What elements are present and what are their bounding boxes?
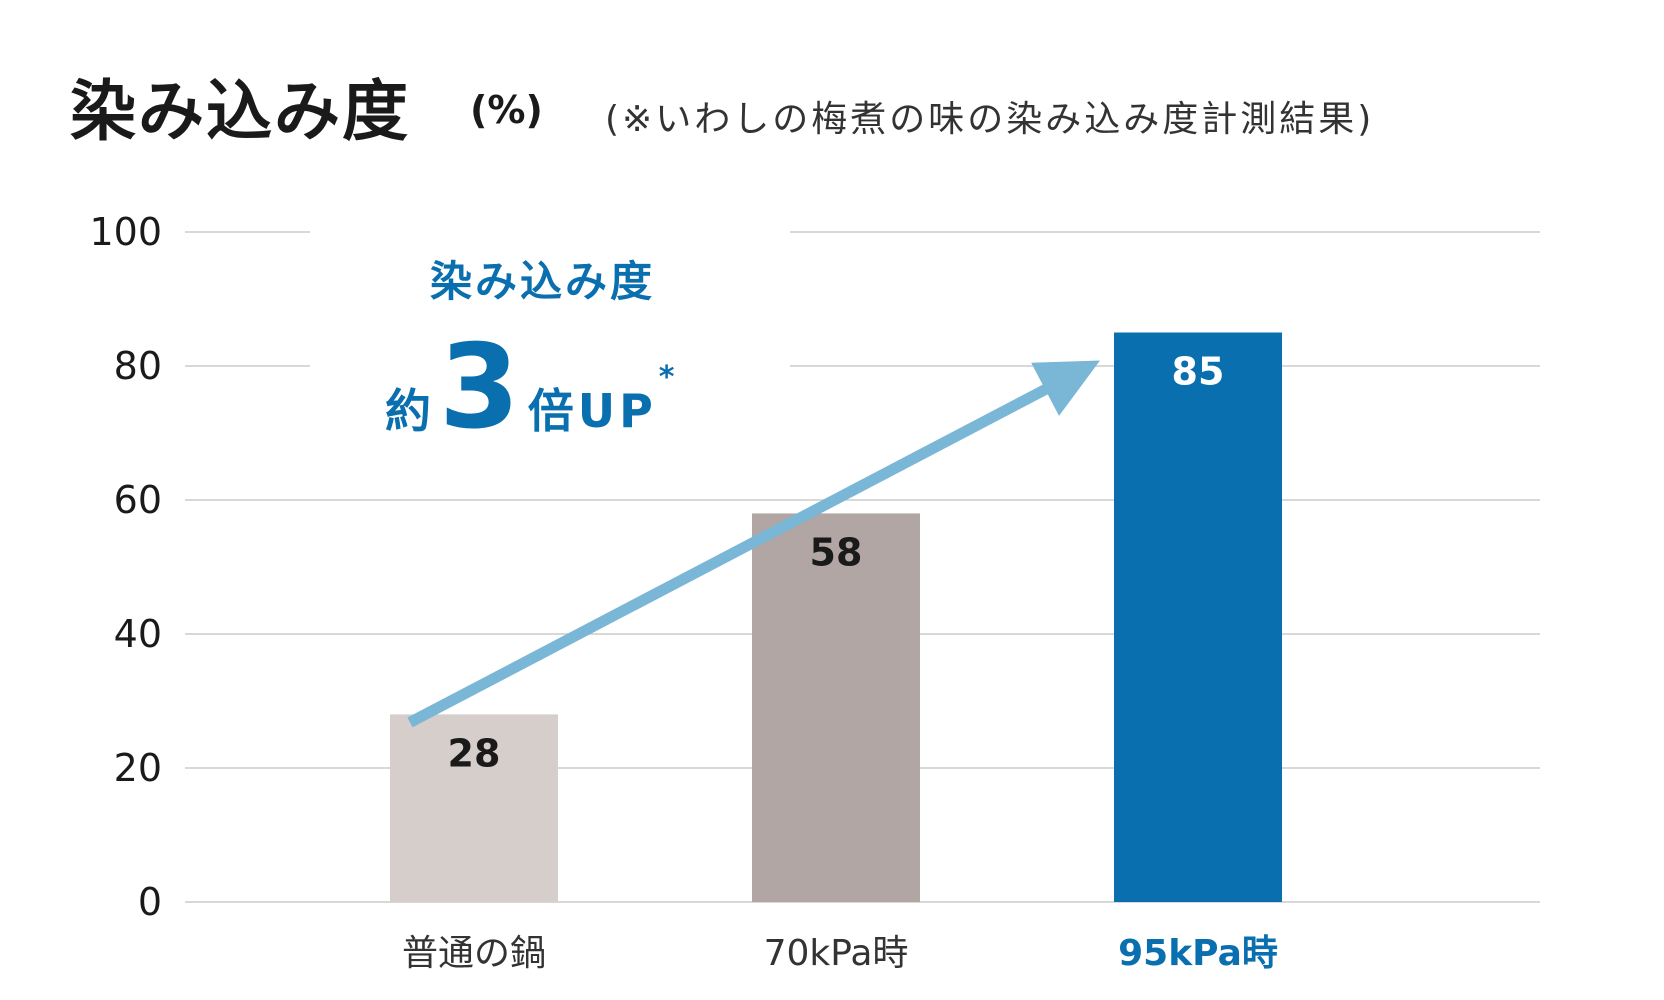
callout-prefix: 約 (385, 384, 431, 438)
callout-heading: 染み込み度 (430, 257, 656, 306)
y-tick-label: 100 (89, 210, 162, 254)
data-label: 58 (810, 530, 863, 574)
x-category-label: 普通の鍋 (402, 933, 546, 974)
callout-asterisk: * (658, 360, 675, 395)
y-tick-label: 60 (114, 478, 162, 522)
y-tick-label: 40 (114, 612, 162, 656)
x-category-label: 70kPa時 (764, 933, 909, 974)
bar (390, 714, 558, 902)
chart-title: 染み込み度 (70, 73, 410, 150)
data-label: 85 (1172, 350, 1225, 394)
bar (752, 513, 920, 902)
trend-arrow-shaft (407, 370, 1075, 728)
y-tick-label: 20 (114, 746, 162, 790)
chart-unit: (%) (470, 88, 543, 132)
x-category-label: 95kPa時 (1118, 933, 1278, 974)
data-label: 28 (448, 731, 501, 775)
chart-note: (※いわしの梅煮の味の染み込み度計測結果) (605, 99, 1375, 140)
callout-multiplier: 約3 倍UP* (385, 320, 675, 455)
callout-suffix: 倍UP (527, 384, 657, 438)
bar (1114, 332, 1282, 902)
callout-number: 3 (439, 320, 520, 455)
y-tick-label: 80 (114, 344, 162, 388)
trend-arrow-head (1031, 360, 1100, 416)
y-tick-label: 0 (138, 880, 162, 924)
